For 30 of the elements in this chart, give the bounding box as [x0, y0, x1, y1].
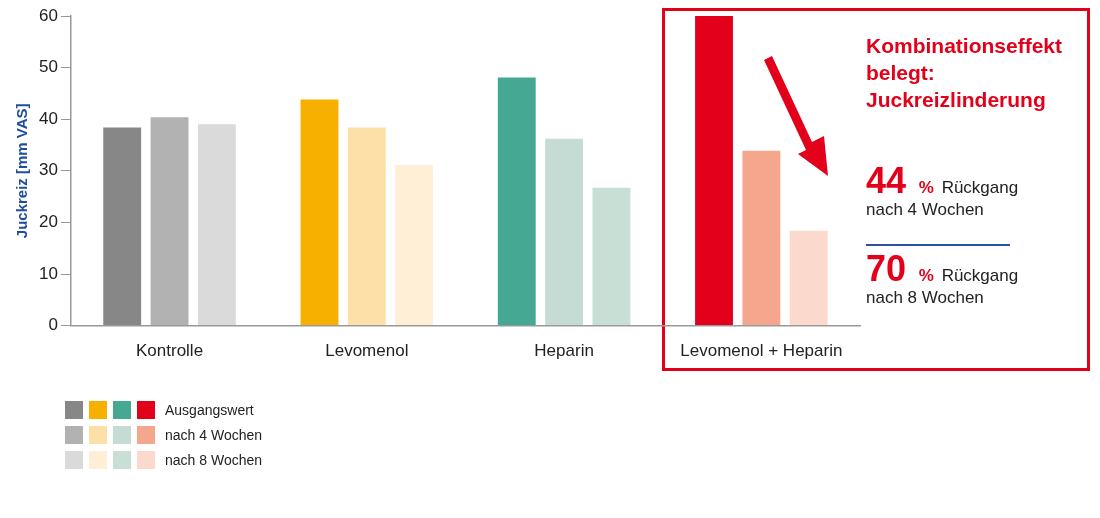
bar — [789, 230, 828, 326]
y-axis-title: Juckreiz [mm VAS] — [13, 103, 31, 239]
text: 70 % Rückgang nach 8 Wochen — [866, 248, 1020, 309]
y-tick-label: 30 — [38, 160, 58, 180]
y-tick-label: 50 — [38, 57, 58, 77]
y-tick-label: 40 — [38, 108, 58, 128]
y-tick-label: 20 — [38, 212, 58, 232]
bar — [103, 127, 142, 326]
bar — [300, 99, 339, 326]
bar — [497, 77, 536, 326]
legend-label: nach 4 Wochen — [165, 426, 263, 443]
bar — [150, 117, 189, 326]
y-tick-label: 60 — [38, 5, 58, 25]
x-tick-label: Kontrolle — [135, 341, 204, 361]
bar — [347, 127, 386, 326]
bar — [197, 124, 236, 326]
bar — [742, 150, 781, 326]
bar — [695, 16, 733, 326]
bar — [592, 187, 631, 326]
x-tick-label: Heparin — [534, 341, 594, 361]
text: Kombinationseffekt belegt: Juckreizlinderung — [866, 33, 1063, 113]
bar — [545, 138, 584, 326]
text: 44 % Rückgang nach 4 Wochen — [866, 160, 1020, 221]
bar — [395, 165, 434, 326]
legend-label: nach 8 Wochen — [165, 451, 263, 468]
y-tick-label: 10 — [38, 263, 58, 283]
x-tick-label: Levomenol + Heparin — [680, 341, 843, 361]
x-tick-label: Levomenol — [325, 341, 409, 361]
legend-label: Ausgangswert — [165, 401, 254, 418]
y-tick-label: 0 — [48, 315, 58, 335]
